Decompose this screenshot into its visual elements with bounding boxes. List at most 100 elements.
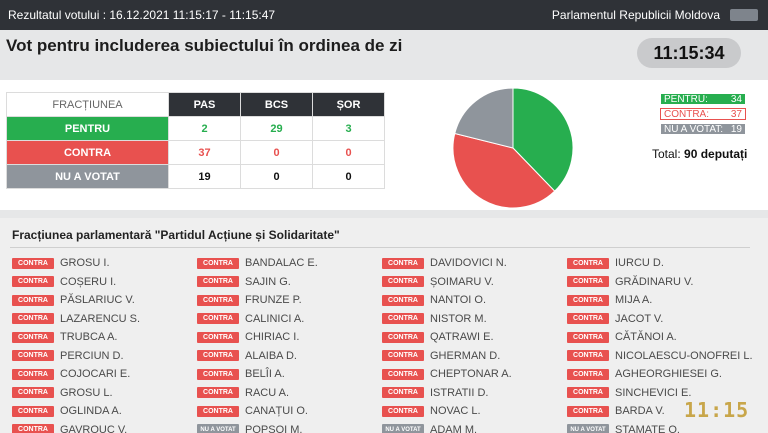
deputy-name: RACU A. bbox=[245, 386, 290, 399]
results-row-nuavotat: NU A VOTAT 19 0 0 bbox=[6, 164, 385, 189]
vote-badge: CONTRA bbox=[12, 368, 54, 380]
vote-badge: CONTRA bbox=[567, 368, 609, 380]
legend-nuavotat-label: NU A VOTAT: bbox=[664, 123, 724, 135]
deputy-row: NU A VOTAT STAMATE O. bbox=[567, 421, 752, 433]
results-table-header: FRACȚIUNEA PAS BCS ȘOR bbox=[6, 92, 385, 117]
vote-badge: CONTRA bbox=[197, 313, 239, 325]
deputy-row: CONTRA NANTOI O. bbox=[382, 291, 567, 310]
vote-badge: CONTRA bbox=[567, 294, 609, 306]
deputy-row: CONTRA PERCIUN D. bbox=[12, 347, 197, 366]
deputy-row: CONTRA GHERMAN D. bbox=[382, 347, 567, 366]
deputy-row: CONTRA CHEPTONAR A. bbox=[382, 365, 567, 384]
vote-badge: CONTRA bbox=[567, 276, 609, 288]
vote-badge: CONTRA bbox=[382, 405, 424, 417]
vote-badge: NU A VOTAT bbox=[197, 424, 239, 433]
deputy-row: CONTRA CALINICI A. bbox=[197, 310, 382, 329]
deputy-row: CONTRA RACU A. bbox=[197, 384, 382, 403]
deputy-name: GROSU I. bbox=[60, 257, 110, 270]
results-row-pentru: PENTRU 2 29 3 bbox=[6, 116, 385, 141]
deputy-row: CONTRA CHIRIAC I. bbox=[197, 328, 382, 347]
deputy-row: CONTRA ISTRATII D. bbox=[382, 384, 567, 403]
deputy-name: POPȘOI M. bbox=[245, 423, 303, 433]
deputy-row: CONTRA NICOLAESCU-ONOFREI L. bbox=[567, 347, 753, 366]
faction-header-pas: PAS bbox=[168, 92, 241, 117]
deputy-row: CONTRA ALAIBA D. bbox=[197, 347, 382, 366]
flag-icon bbox=[730, 9, 758, 21]
vote-badge: CONTRA bbox=[382, 331, 424, 343]
vote-badge: CONTRA bbox=[382, 313, 424, 325]
vote-header: Vot pentru includerea subiectului în ord… bbox=[0, 30, 768, 80]
vote-badge: CONTRA bbox=[567, 257, 609, 269]
deputy-row: CONTRA TRUBCA A. bbox=[12, 328, 197, 347]
vote-badge: CONTRA bbox=[12, 387, 54, 399]
deputy-row: CONTRA NOVAC L. bbox=[382, 402, 567, 421]
vote-badge: CONTRA bbox=[197, 331, 239, 343]
deputy-name: ALAIBA D. bbox=[245, 349, 297, 362]
vote-badge: CONTRA bbox=[382, 387, 424, 399]
faction-title: Fracțiunea parlamentară "Partidul Acțiun… bbox=[12, 228, 340, 242]
vote-badge: CONTRA bbox=[12, 331, 54, 343]
deputy-row: CONTRA CANAȚUI O. bbox=[197, 402, 382, 421]
vote-badge: CONTRA bbox=[12, 350, 54, 362]
deputy-row: CONTRA GRĂDINARU V. bbox=[567, 273, 752, 292]
contra-bcs-value: 0 bbox=[240, 140, 313, 165]
deputy-row: CONTRA OGLINDA A. bbox=[12, 402, 197, 421]
deputy-row: CONTRA DAVIDOVICI N. bbox=[382, 254, 567, 273]
vote-badge: CONTRA bbox=[197, 405, 239, 417]
legend-contra-label: CONTRA: bbox=[664, 108, 709, 120]
results-table: FRACȚIUNEA PAS BCS ȘOR PENTRU 2 29 3 CON… bbox=[6, 92, 385, 189]
deputy-row: CONTRA BELÎI A. bbox=[197, 365, 382, 384]
vote-badge: CONTRA bbox=[567, 350, 609, 362]
deputy-row: CONTRA GROSU I. bbox=[12, 254, 197, 273]
deputy-name: PĂSLARIUC V. bbox=[60, 294, 135, 307]
deputy-column: CONTRA IURCU D. CONTRA GRĂDINARU V. CONTRA MI… bbox=[567, 254, 753, 433]
legend-contra: CONTRA: 37 bbox=[660, 108, 746, 120]
deputy-name: MIJA A. bbox=[615, 294, 653, 307]
deputy-row: CONTRA QATRAWI E. bbox=[382, 328, 567, 347]
deputy-row: CONTRA IURCU D. bbox=[567, 254, 752, 273]
vote-badge: CONTRA bbox=[197, 257, 239, 269]
deputy-name: FRUNZE P. bbox=[245, 294, 302, 307]
vote-badge: CONTRA bbox=[567, 405, 609, 417]
deputy-name: NISTOR M. bbox=[430, 312, 487, 325]
deputy-name: DAVIDOVICI N. bbox=[430, 257, 507, 270]
deputy-row: CONTRA JACOT V. bbox=[567, 310, 752, 329]
deputy-row: CONTRA GROSU L. bbox=[12, 384, 197, 403]
deputy-column: CONTRA DAVIDOVICI N. CONTRA ȘOIMARU V. CONTR… bbox=[382, 254, 567, 433]
faction-column-header: FRACȚIUNEA bbox=[6, 92, 169, 117]
deputy-row: CONTRA COJOCARI E. bbox=[12, 365, 197, 384]
deputy-name: STAMATE O. bbox=[615, 423, 680, 433]
row-label-pentru: PENTRU bbox=[6, 116, 169, 141]
top-bar-right: Parlamentul Republicii Moldova bbox=[552, 8, 758, 22]
vote-badge: CONTRA bbox=[12, 276, 54, 288]
pie-slice-pentru bbox=[512, 87, 574, 192]
legend-pentru-value: 34 bbox=[730, 93, 742, 105]
section-divider bbox=[0, 210, 768, 218]
deputy-name: BARDA V. bbox=[615, 405, 665, 418]
deputy-name: QATRAWI E. bbox=[430, 331, 494, 344]
legend-nuavotat-value: 19 bbox=[730, 123, 742, 135]
vote-badge: CONTRA bbox=[567, 331, 609, 343]
total-label: Total: bbox=[652, 147, 681, 161]
vote-badge: CONTRA bbox=[12, 294, 54, 306]
top-bar: Rezultatul votului : 16.12.2021 11:15:17… bbox=[0, 0, 768, 30]
vote-badge: CONTRA bbox=[567, 387, 609, 399]
vote-badge: CONTRA bbox=[12, 405, 54, 417]
deputy-name: ISTRATII D. bbox=[430, 386, 489, 399]
deputy-row: NU A VOTAT ADAM M. bbox=[382, 421, 567, 433]
vote-badge: CONTRA bbox=[197, 350, 239, 362]
vote-badge: CONTRA bbox=[382, 294, 424, 306]
vote-badge: CONTRA bbox=[197, 294, 239, 306]
deputy-name: NOVAC L. bbox=[430, 405, 481, 418]
deputy-row: CONTRA SAJIN G. bbox=[197, 273, 382, 292]
deputy-name: CHIRIAC I. bbox=[245, 331, 300, 344]
nuavotat-bcs-value: 0 bbox=[240, 164, 313, 189]
deputy-name: JACOT V. bbox=[615, 312, 664, 325]
deputy-name: GROSU L. bbox=[60, 386, 113, 399]
vote-badge: CONTRA bbox=[197, 387, 239, 399]
row-label-nuavotat: NU A VOTAT bbox=[6, 164, 169, 189]
deputy-row: CONTRA CĂTĂNOI A. bbox=[567, 328, 752, 347]
faction-header-sor: ȘOR bbox=[312, 92, 385, 117]
vote-badge: NU A VOTAT bbox=[382, 424, 424, 433]
nuavotat-sor-value: 0 bbox=[312, 164, 385, 189]
